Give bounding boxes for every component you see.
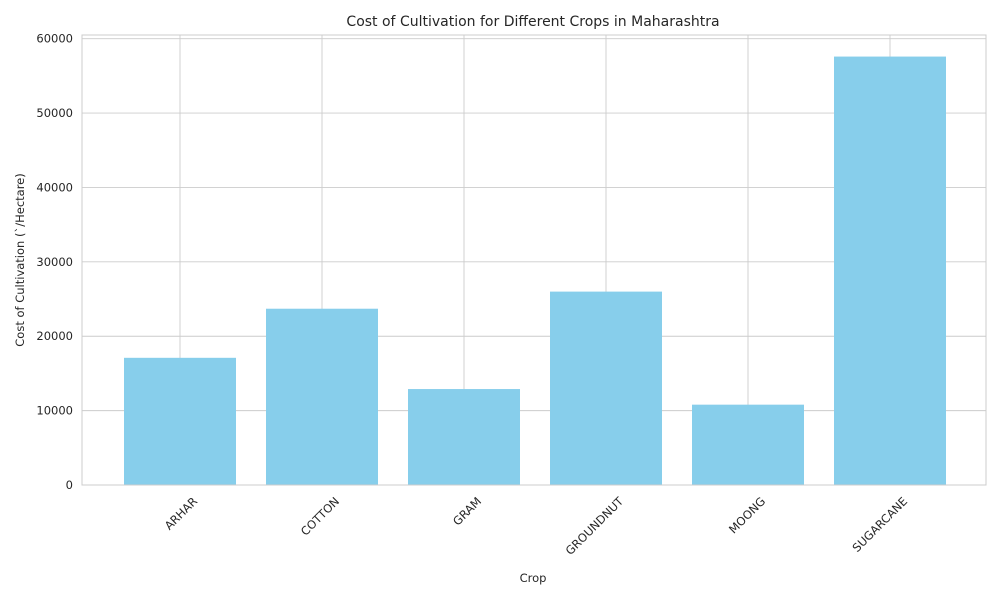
y-tick-label: 0	[66, 478, 73, 492]
bar-cotton	[266, 308, 378, 485]
y-tick-label: 30000	[36, 255, 73, 269]
chart-title: Cost of Cultivation for Different Crops …	[346, 14, 719, 30]
x-tick-label: GROUNDNUT	[563, 494, 627, 558]
bar-sugarcane	[834, 56, 946, 485]
y-tick-label: 60000	[36, 32, 73, 46]
bars	[124, 56, 946, 485]
x-axis-ticks: ARHAR COTTON GRAM GROUNDNUT MOONG SUGARCANE	[162, 494, 910, 558]
y-tick-label: 40000	[36, 180, 73, 194]
y-tick-label: 50000	[36, 106, 73, 120]
bar-arhar	[124, 357, 236, 485]
bar-gram	[408, 389, 520, 485]
x-tick-label: COTTON	[298, 494, 342, 538]
bar-groundnut	[550, 291, 662, 485]
y-axis-ticks: 0 10000 20000 30000 40000 50000 60000	[36, 32, 73, 492]
x-tick-label: SUGARCANE	[850, 494, 911, 555]
x-tick-label: MOONG	[726, 494, 768, 536]
x-tick-label: ARHAR	[162, 494, 200, 532]
y-tick-label: 20000	[36, 329, 73, 343]
x-tick-label: GRAM	[450, 494, 484, 528]
bar-moong	[692, 404, 804, 485]
y-axis-label: Cost of Cultivation (`/Hectare)	[13, 173, 27, 346]
y-tick-label: 10000	[36, 404, 73, 418]
x-axis-label: Crop	[520, 571, 547, 585]
plot-frame	[81, 34, 987, 486]
